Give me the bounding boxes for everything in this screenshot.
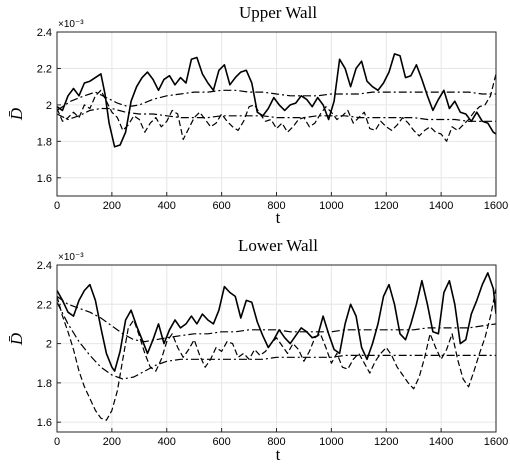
upper-y-tick-label-2: 2	[46, 100, 52, 112]
upper-wall-title: Upper Wall	[239, 3, 317, 22]
upper-x-tick-label-2: 400	[158, 200, 176, 212]
lower-y-tick-label-2: 2	[46, 339, 52, 351]
lower-y-axis-label: D̄	[7, 332, 26, 346]
upper-x-tick-label-7: 1400	[429, 200, 453, 212]
upper-series-1-dashed	[57, 73, 496, 142]
upper-x-tick-label-4: 800	[267, 200, 285, 212]
lower-x-tick-label-8: 1600	[484, 436, 508, 448]
upper-x-axis-label: t	[276, 208, 281, 227]
upper-series-2-dashdot	[57, 89, 496, 111]
upper-x-tick-label-8: 1600	[484, 200, 508, 212]
lower-y-tick-label-0: 1.6	[37, 417, 52, 429]
lower-wall-panel: Lower Wall ×10⁻³ D̄ t 0 200 400 600 800 1000 1…	[7, 236, 508, 464]
upper-wall-panel: Upper Wall ×10⁻³ D̄ t 0 200 400 600 800 1000 1…	[7, 3, 508, 227]
upper-series-0-solid	[57, 53, 496, 148]
lower-x-tick-label-0: 0	[54, 436, 60, 448]
lower-x-tick-label-3: 600	[212, 436, 230, 448]
lower-x-tick-label-7: 1400	[429, 436, 453, 448]
lower-y-tick-label-4: 2.4	[37, 260, 52, 272]
lower-series-2-dashdot	[57, 302, 496, 380]
upper-y-axis-label: D̄	[7, 107, 26, 121]
lower-x-tick-label-1: 200	[103, 436, 121, 448]
upper-x-tick-label-6: 1200	[374, 200, 398, 212]
upper-series-3-dashdot	[57, 107, 496, 122]
lower-series-1-dashed	[57, 288, 496, 421]
upper-y-tick-label-0: 1.6	[37, 173, 52, 185]
lower-wall-title: Lower Wall	[238, 236, 318, 255]
lower-x-tick-label-2: 400	[158, 436, 176, 448]
lower-y-tick-label-1: 1.8	[37, 378, 52, 390]
lower-x-tick-label-4: 800	[267, 436, 285, 448]
lower-series-0-solid	[57, 272, 496, 372]
lower-y-tick-label-3: 2.2	[37, 299, 52, 311]
lower-x-tick-label-6: 1200	[374, 436, 398, 448]
upper-x-tick-label-0: 0	[54, 200, 60, 212]
upper-y-tick-label-4: 2.4	[37, 27, 52, 39]
upper-x-tick-label-3: 600	[212, 200, 230, 212]
upper-y-tick-label-1: 1.8	[37, 136, 52, 148]
lower-x-axis-label: t	[276, 445, 281, 464]
upper-x-tick-label-1: 200	[103, 200, 121, 212]
upper-scale-label: ×10⁻³	[58, 19, 84, 30]
lower-scale-label: ×10⁻³	[58, 252, 84, 263]
upper-x-tick-label-5: 1000	[319, 200, 343, 212]
lower-x-tick-label-5: 1000	[319, 436, 343, 448]
lower-series-3-dashdot	[57, 295, 496, 343]
upper-y-tick-label-3: 2.2	[37, 63, 52, 75]
